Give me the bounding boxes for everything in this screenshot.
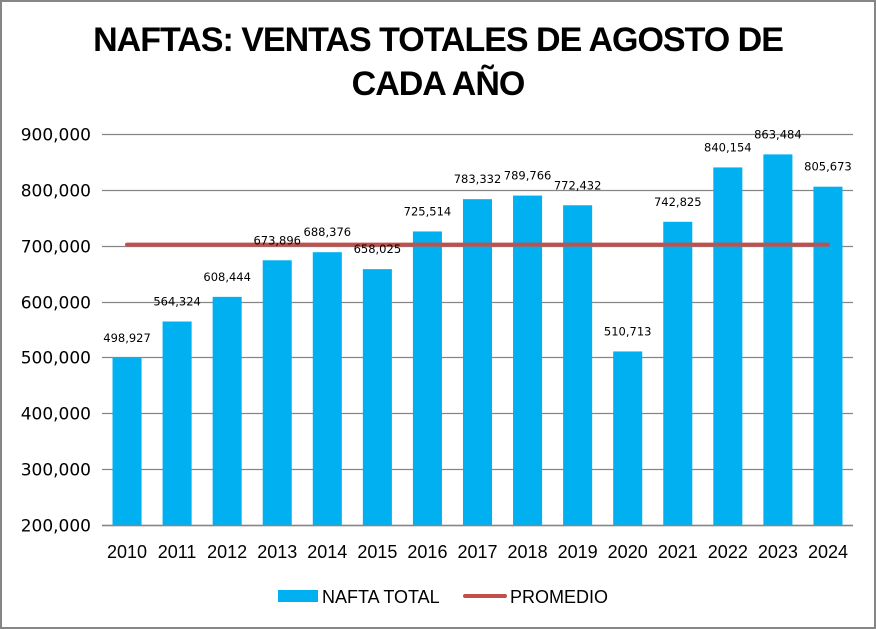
x-tick-label: 2023 [758,542,798,562]
legend: NAFTA TOTAL PROMEDIO [278,587,608,607]
bar [613,351,643,525]
data-label: 498,927 [103,331,151,345]
x-tick-label: 2013 [257,542,297,562]
bar [312,252,342,525]
legend-swatch-nafta-total [278,590,318,602]
data-label: 863,484 [754,127,802,141]
chart-title-line-1: NAFTAS: VENTAS TOTALES DE AGOSTO DE [93,21,784,59]
bar [112,358,142,525]
x-tick-label: 2010 [107,542,147,562]
y-tick-label: 200,000 [21,517,91,537]
x-tick-label: 2021 [658,542,698,562]
y-tick-label: 700,000 [21,238,91,258]
data-label: 742,825 [654,195,702,209]
x-tick-label: 2014 [307,542,347,562]
legend-label-promedio: PROMEDIO [510,587,608,607]
data-label: 783,332 [454,172,502,186]
y-tick-label: 900,000 [21,126,91,146]
y-tick-label: 600,000 [21,294,91,314]
bars [112,154,843,526]
chart-title: NAFTAS: VENTAS TOTALES DE AGOSTO DE CADA… [0,18,876,106]
bar [212,296,242,525]
y-tick-label: 800,000 [21,182,91,202]
x-tick-label: 2017 [457,542,497,562]
x-tick-label: 2015 [357,542,397,562]
data-label: 772,432 [554,178,602,192]
x-tick-label: 2012 [207,542,247,562]
data-label: 608,444 [203,270,251,284]
bar [162,321,192,525]
bar [513,195,543,526]
x-tick-label: 2016 [407,542,447,562]
y-tick-label: 400,000 [21,405,91,425]
x-tick-label: 2024 [808,542,848,562]
data-label: 725,514 [404,204,452,218]
bar [813,186,843,526]
data-label: 840,154 [704,140,752,154]
bar [663,221,693,525]
bar [563,205,593,525]
x-tick-label: 2018 [508,542,548,562]
x-tick-label: 2019 [558,542,598,562]
bar [713,167,743,525]
data-label: 789,766 [504,169,552,183]
data-label: 688,376 [304,225,352,239]
bar [412,231,442,525]
data-label: 658,025 [354,242,402,256]
y-axis: 200,000 300,000 400,000 500,000 600,000 700,0… [21,126,91,537]
legend-label-nafta-total: NAFTA TOTAL [322,587,440,607]
y-tick-label: 300,000 [21,461,91,481]
bar [362,269,392,525]
x-axis: 2010 2011 2012 2013 2014 2015 2016 2017 2018 2019… [102,524,853,562]
x-tick-label: 2011 [158,542,197,562]
x-tick-label: 2020 [608,542,648,562]
bar [262,260,292,525]
y-tick-label: 500,000 [21,349,91,369]
chart-title-line-2: CADA AÑO [351,65,526,103]
data-label: 510,713 [604,324,652,338]
x-tick-label: 2022 [708,542,748,562]
bar [763,154,793,525]
data-label: 805,673 [804,160,852,174]
data-label: 564,324 [153,294,201,308]
data-label: 673,896 [253,233,301,247]
bar [462,199,493,525]
